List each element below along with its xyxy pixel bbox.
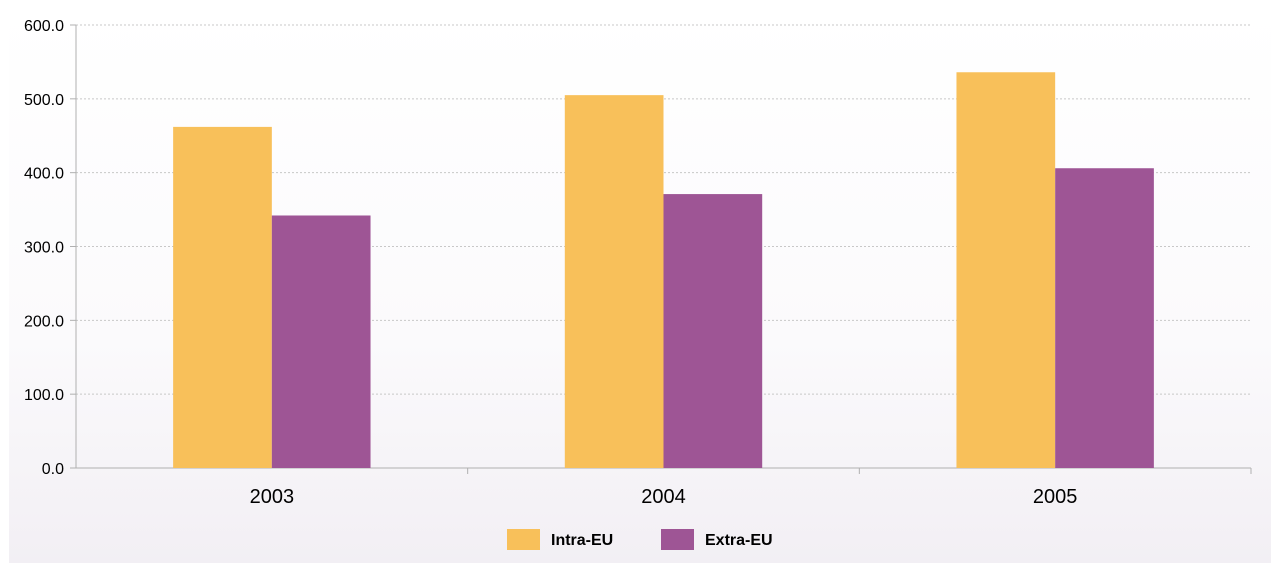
bar-intra-eu-2005 — [956, 72, 1056, 469]
y-tick-label: 200.0 — [24, 313, 64, 330]
legend-label-intra-eu: Intra-EU — [551, 532, 613, 549]
bar-extra-eu-2003 — [271, 215, 371, 468]
tick-labels: 0.0 100.0 200.0 300.0 400.0 500.0 600.0 2003 200… — [24, 18, 1077, 508]
x-tick-label: 2005 — [1033, 486, 1078, 508]
x-tick-label: 2004 — [641, 486, 686, 508]
x-tick-label: 2003 — [250, 486, 295, 508]
y-tick-label: 0.0 — [42, 461, 64, 478]
legend-swatch-extra-eu — [661, 529, 694, 550]
legend-swatch-intra-eu — [507, 529, 540, 550]
bar-extra-eu-2005 — [1055, 168, 1154, 468]
legend: Intra-EU Extra-EU — [507, 529, 773, 550]
y-tick-label: 600.0 — [24, 18, 64, 35]
y-tick-label: 300.0 — [24, 240, 64, 257]
bar-intra-eu-2004 — [564, 95, 664, 469]
y-tick-label: 500.0 — [24, 92, 64, 109]
bars — [173, 72, 1154, 469]
y-tick-label: 400.0 — [24, 166, 64, 183]
legend-label-extra-eu: Extra-EU — [705, 532, 773, 549]
bar-intra-eu-2003 — [173, 126, 272, 468]
bar-extra-eu-2004 — [663, 194, 763, 468]
y-tick-label: 100.0 — [24, 387, 64, 404]
